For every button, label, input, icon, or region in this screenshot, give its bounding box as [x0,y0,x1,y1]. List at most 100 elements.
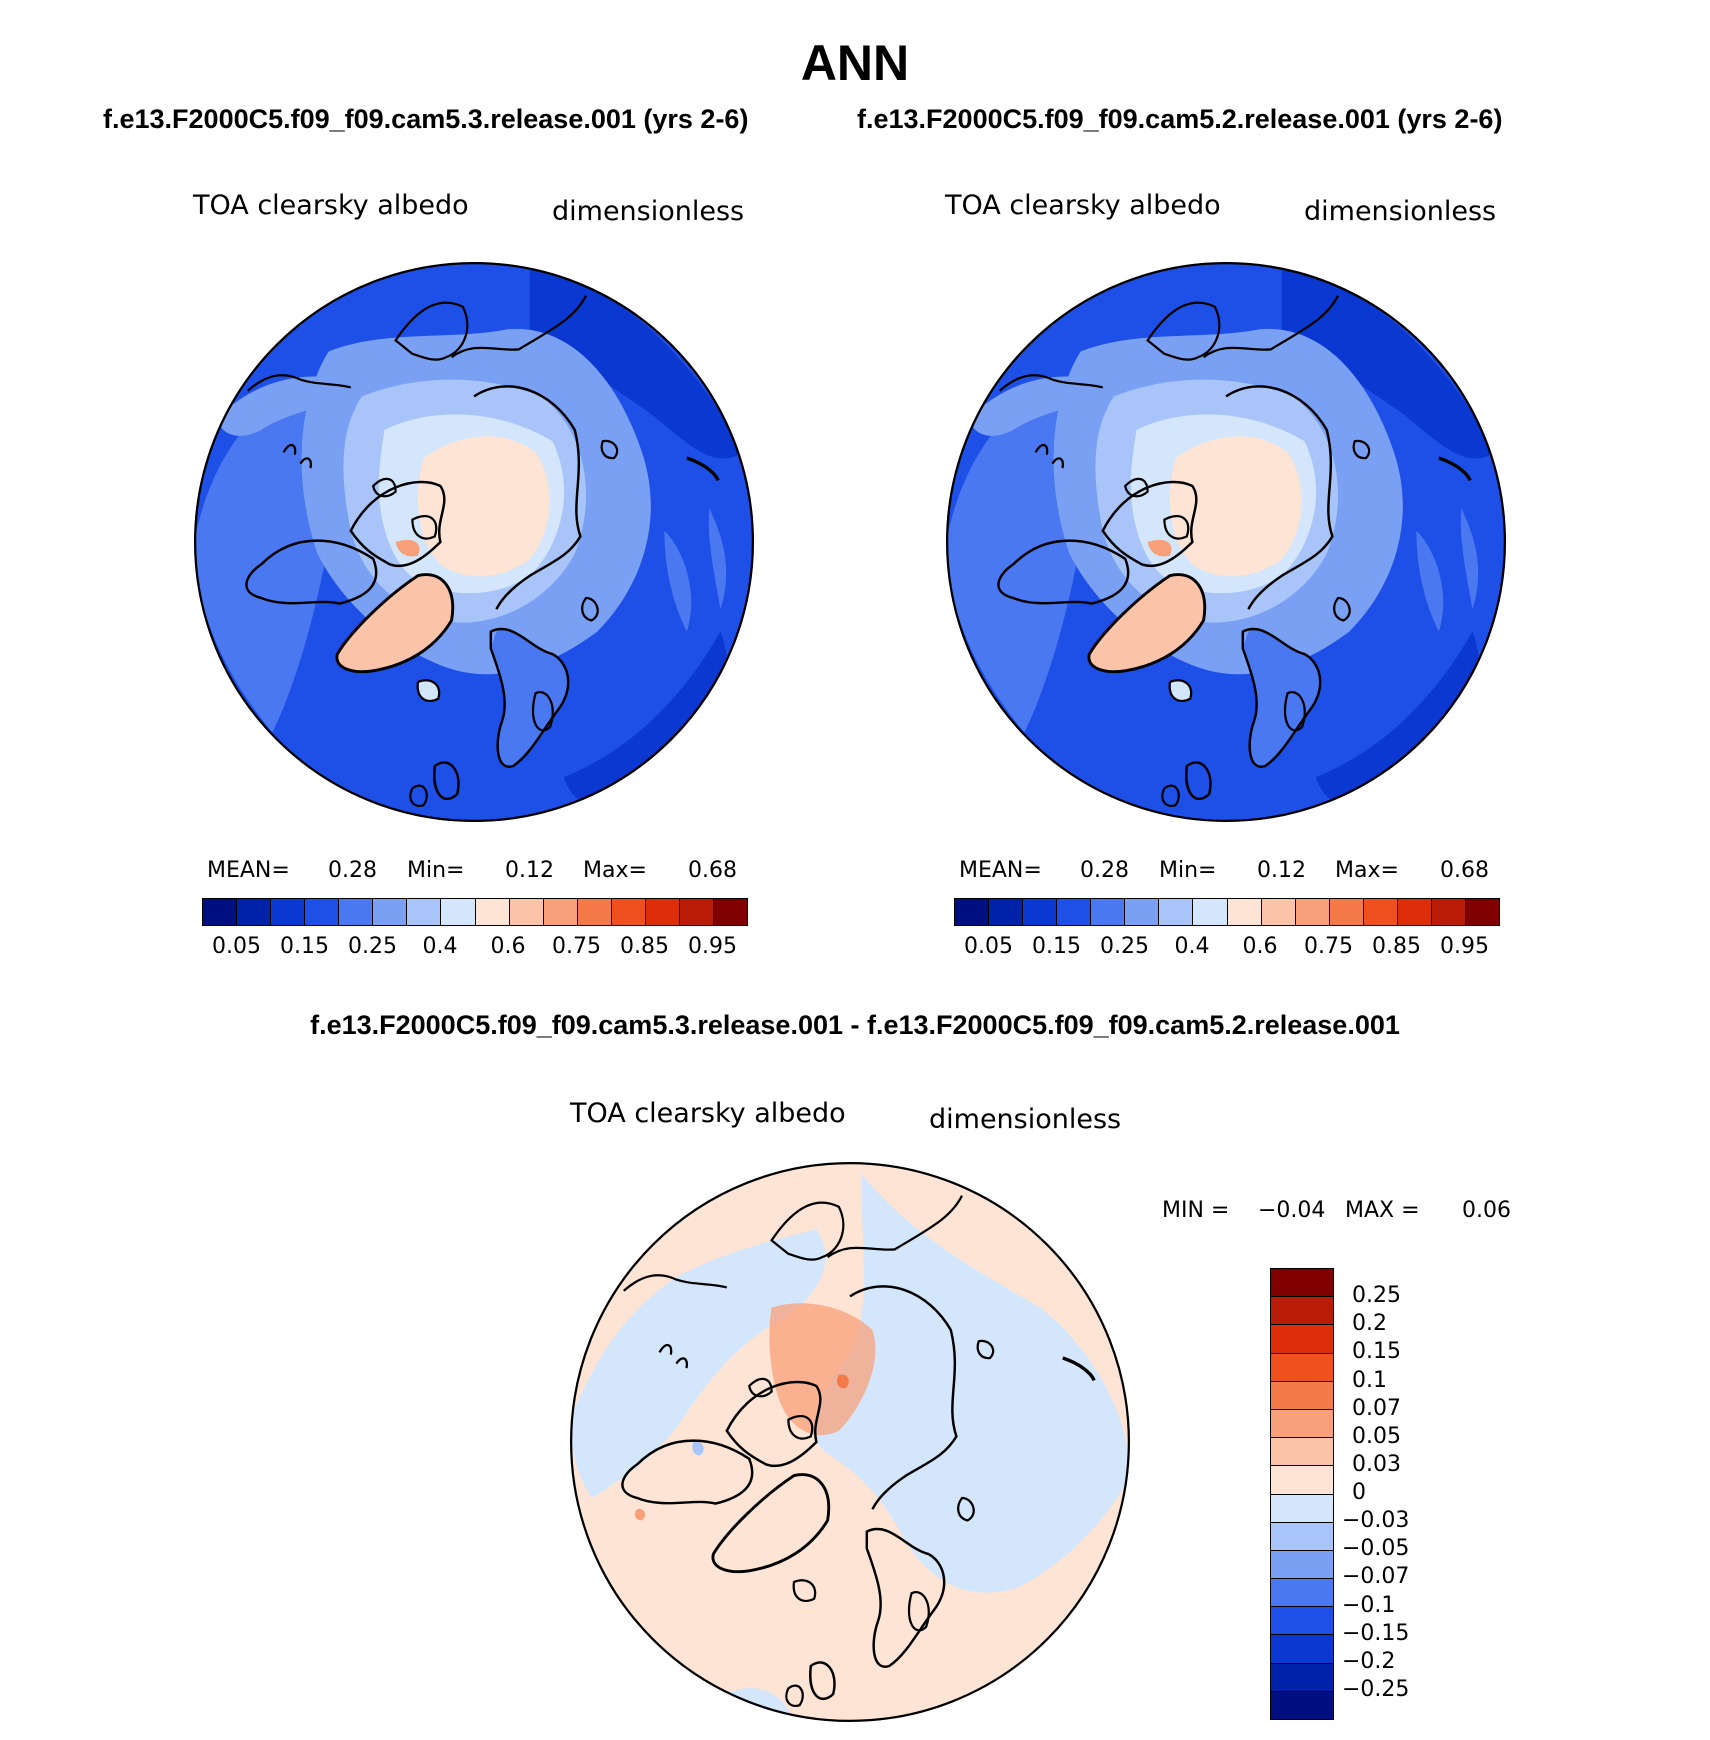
left-colorbar-swatch [373,899,408,925]
diff-colorbar-swatch [1271,1353,1333,1382]
diff-colorbar-tick-label: −0.05 [1342,1536,1410,1562]
diff-colorbar-swatch [1271,1381,1333,1410]
diff-max-value: 0.06 [1462,1198,1511,1223]
left-colorbar-tick-label: 0.05 [212,934,261,959]
left-case-title: f.e13.F2000C5.f09_f09.cam5.3.release.001… [103,104,749,134]
diff-colorbar-tick-label: 0.15 [1352,1339,1401,1365]
right-colorbar-swatch [1431,899,1466,925]
diff-colorbar-tick-label: 0.03 [1352,1451,1401,1477]
left-colorbar-tick-label: 0.4 [422,934,458,959]
right-colorbar-swatch [1465,899,1499,925]
diff-colorbar-swatch [1271,1269,1333,1298]
left-colorbar-swatch [339,899,374,925]
left-min-label: Min= [407,858,465,883]
right-colorbar [954,898,1500,926]
diff-colorbar [1270,1268,1334,1720]
left-colorbar-swatch [237,899,272,925]
left-colorbar [202,898,748,926]
diff-colorbar-swatch [1271,1438,1333,1467]
left-colorbar-tick-label: 0.6 [490,934,526,959]
right-mean-value: 0.28 [1080,858,1129,883]
right-colorbar-swatch [1057,899,1092,925]
right-colorbar-tick-label: 0.15 [1032,934,1081,959]
left-colorbar-swatch [203,899,238,925]
left-colorbar-tick-label: 0.75 [552,934,601,959]
right-colorbar-swatch [1193,899,1228,925]
left-mean-value: 0.28 [328,858,377,883]
right-colorbar-tick-label: 0.05 [964,934,1013,959]
right-colorbar-tick-label: 0.85 [1372,934,1421,959]
diff-colorbar-swatch [1271,1550,1333,1580]
right-colorbar-swatch [1125,899,1160,925]
right-colorbar-swatch [1363,899,1398,925]
left-colorbar-tick-label: 0.85 [620,934,669,959]
left-max-label: Max= [583,858,647,883]
left-min-value: 0.12 [505,858,554,883]
diff-colorbar-tick-label: 0.1 [1352,1367,1387,1393]
diff-colorbar-tick-label: 0 [1352,1480,1366,1505]
right-colorbar-swatch [1295,899,1330,925]
right-colorbar-tick-label: 0.6 [1242,934,1278,959]
diff-colorbar-swatch [1271,1579,1333,1608]
left-colorbar-swatch [509,899,544,925]
left-units-label: dimensionless [552,196,745,227]
left-colorbar-tick-label: 0.15 [280,934,329,959]
right-colorbar-ticks: 0.05 0.15 0.25 0.4 0.6 0.75 0.85 0.95 [954,934,1498,962]
left-variable-label: TOA clearsky albedo [193,190,469,221]
diff-colorbar-swatch [1271,1297,1333,1326]
right-colorbar-swatch [1023,899,1058,925]
diff-colorbar-swatch [1271,1691,1333,1719]
diff-colorbar-tick-label: 0.2 [1352,1311,1387,1337]
diff-colorbar-tick-label: −0.03 [1342,1508,1410,1534]
diff-colorbar-tick-label: −0.15 [1342,1620,1410,1646]
left-colorbar-swatch [305,899,340,925]
left-colorbar-swatch [611,899,646,925]
difference-polar-map [570,1162,1130,1722]
diff-colorbar-swatch [1271,1635,1333,1664]
left-colorbar-swatch [271,899,306,925]
right-colorbar-swatch [1329,899,1364,925]
diff-colorbar-swatch [1271,1522,1333,1551]
diff-colorbar-swatch [1271,1409,1333,1439]
diff-colorbar-tick-label: 0.05 [1352,1423,1401,1449]
diff-colorbar-tick-label: 0.25 [1352,1283,1401,1309]
diff-colorbar-swatch [1271,1325,1333,1354]
diff-colorbar-ticks: 0.25 0.2 0.15 0.1 0.07 0.05 0.03 0 −0.03 −0.05 −0.… [1342,1268,1462,1720]
right-case-title: f.e13.F2000C5.f09_f09.cam5.2.release.001… [857,104,1503,134]
right-colorbar-swatch [1397,899,1432,925]
right-colorbar-tick-label: 0.25 [1100,934,1149,959]
left-colorbar-swatch [713,899,747,925]
right-colorbar-swatch [1159,899,1194,925]
left-colorbar-swatch [645,899,680,925]
right-colorbar-swatch [989,899,1024,925]
right-colorbar-swatch [1261,899,1296,925]
right-min-label: Min= [1159,858,1217,883]
main-title: ANN [800,35,910,91]
left-colorbar-swatch [407,899,442,925]
right-colorbar-swatch [955,899,990,925]
diff-colorbar-tick-label: −0.1 [1342,1592,1396,1618]
left-colorbar-tick-label: 0.95 [688,934,737,959]
right-colorbar-tick-label: 0.4 [1174,934,1210,959]
left-colorbar-swatch [543,899,578,925]
right-colorbar-swatch [1227,899,1262,925]
diff-colorbar-tick-label: −0.25 [1342,1676,1410,1702]
diff-max-label: MAX = [1345,1198,1420,1223]
diff-units-label: dimensionless [929,1104,1122,1135]
right-colorbar-tick-label: 0.95 [1440,934,1489,959]
right-colorbar-swatch [1091,899,1126,925]
left-colorbar-swatch [679,899,714,925]
diff-colorbar-swatch [1271,1466,1333,1495]
left-polar-map [194,262,754,822]
diff-colorbar-swatch [1271,1663,1333,1692]
left-mean-label: MEAN= [207,858,290,883]
difference-title: f.e13.F2000C5.f09_f09.cam5.3.release.001… [310,1010,1400,1040]
right-variable-label: TOA clearsky albedo [945,190,1221,221]
diff-colorbar-swatch [1271,1607,1333,1636]
left-colorbar-swatch [577,899,612,925]
diff-min-label: MIN = [1162,1198,1230,1223]
right-max-label: Max= [1335,858,1399,883]
diff-colorbar-tick-label: −0.2 [1342,1648,1396,1674]
left-max-value: 0.68 [688,858,737,883]
right-max-value: 0.68 [1440,858,1489,883]
